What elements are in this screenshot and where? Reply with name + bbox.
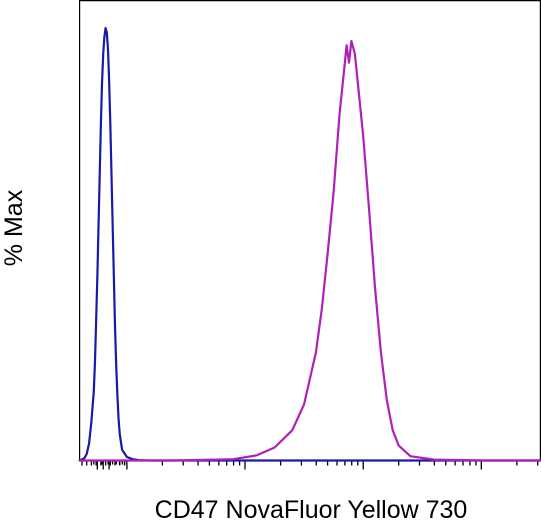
histogram-series-line-2 [78, 39, 541, 462]
y-axis-label: % Max [0, 189, 28, 266]
series-layer [78, 26, 541, 462]
histogram-series-line-1 [78, 26, 541, 462]
x-axis-ticks [81, 460, 539, 470]
plot-frame [78, 0, 541, 462]
x-axis-label: CD47 NovaFluor Yellow 730 [155, 496, 468, 524]
